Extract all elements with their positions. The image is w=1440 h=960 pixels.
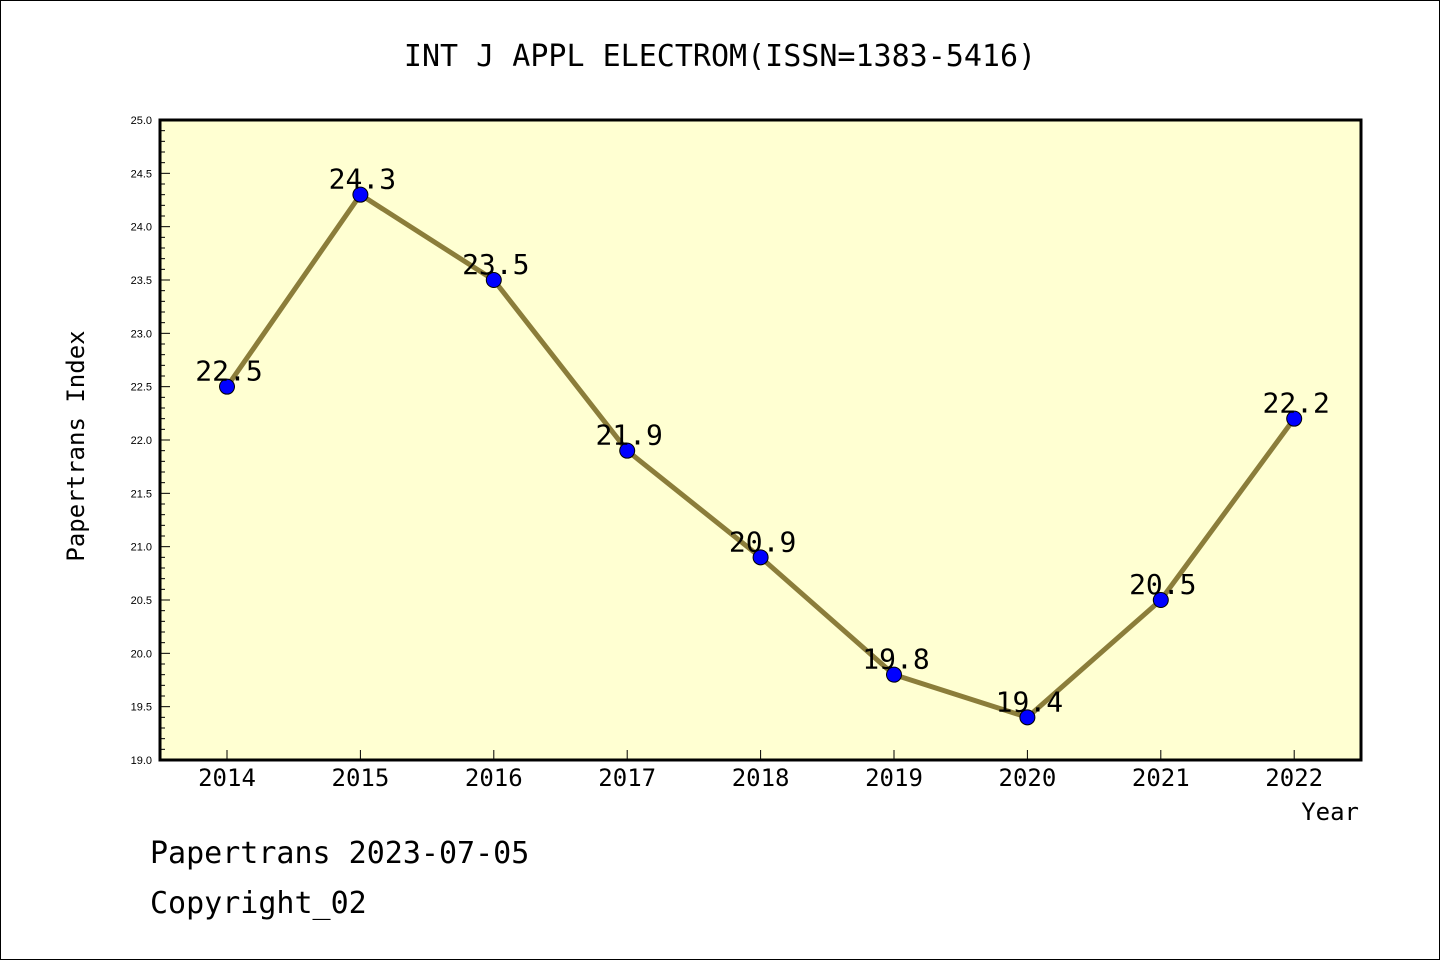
y-tick-label: 25.0 xyxy=(131,115,152,127)
footer-date: Papertrans 2023-07-05 xyxy=(150,836,530,871)
series-line-group: 22.5 24.3 23.5 21.9 20.9 19.8 19.4 20.5 22.2 xyxy=(195,163,1330,726)
x-tick-label: 2016 xyxy=(465,764,523,792)
y-tick-label: 22.0 xyxy=(131,435,152,447)
data-point xyxy=(752,549,769,566)
data-label: 22.5 xyxy=(195,355,262,388)
x-axis: 2014 2015 2016 2017 2018 2019 2020 2021 2022 xyxy=(198,750,1323,792)
data-label: 21.9 xyxy=(595,419,662,452)
y-tick-label: 24.5 xyxy=(131,168,152,180)
x-tick-label: 2020 xyxy=(999,764,1057,792)
data-point xyxy=(352,186,369,203)
data-label: 19.8 xyxy=(862,643,929,676)
data-point xyxy=(1152,592,1169,608)
data-label: 19.4 xyxy=(996,685,1063,718)
x-tick-label: 2022 xyxy=(1265,764,1323,792)
x-tick-label: 2019 xyxy=(865,764,923,792)
data-point xyxy=(219,378,235,395)
data-label: 22.2 xyxy=(1262,387,1329,420)
y-tick-label: 21.5 xyxy=(131,488,152,500)
x-tick-label: 2017 xyxy=(598,764,656,792)
data-point xyxy=(886,666,902,683)
y-tick-label: 23.0 xyxy=(131,328,152,340)
data-label: 24.3 xyxy=(329,163,396,196)
data-label: 23.5 xyxy=(462,248,529,281)
y-tick-label: 19.0 xyxy=(131,755,152,767)
y-tick-label: 20.0 xyxy=(131,648,152,660)
footer-copyright: Copyright_02 xyxy=(150,886,367,921)
x-axis-label: Year xyxy=(1301,798,1359,826)
y-axis: 19.0 19.5 20.0 20.5 21.0 21.5 22.0 22.5 23.0 23.5… xyxy=(131,115,170,767)
y-axis-label: Papertrans Index xyxy=(62,330,90,561)
y-tick-label: 24.0 xyxy=(131,222,152,234)
data-point xyxy=(485,272,502,288)
data-point xyxy=(1019,709,1036,726)
x-tick-label: 2021 xyxy=(1132,764,1190,792)
plot-area xyxy=(158,118,1363,762)
y-tick-label: 22.5 xyxy=(131,382,152,394)
x-tick-label: 2014 xyxy=(198,764,256,792)
x-tick-label: 2015 xyxy=(332,764,390,792)
y-tick-label: 21.0 xyxy=(131,542,152,554)
chart-title: INT J APPL ELECTROM(ISSN=1383-5416) xyxy=(404,39,1036,74)
data-label: 20.5 xyxy=(1129,568,1196,601)
data-point xyxy=(619,442,636,459)
y-tick-label: 20.5 xyxy=(131,595,152,607)
y-tick-label: 19.5 xyxy=(131,702,152,714)
y-tick-label: 23.5 xyxy=(131,275,152,287)
x-tick-label: 2018 xyxy=(732,764,790,792)
data-point xyxy=(1286,410,1303,427)
data-label: 20.9 xyxy=(729,525,796,558)
